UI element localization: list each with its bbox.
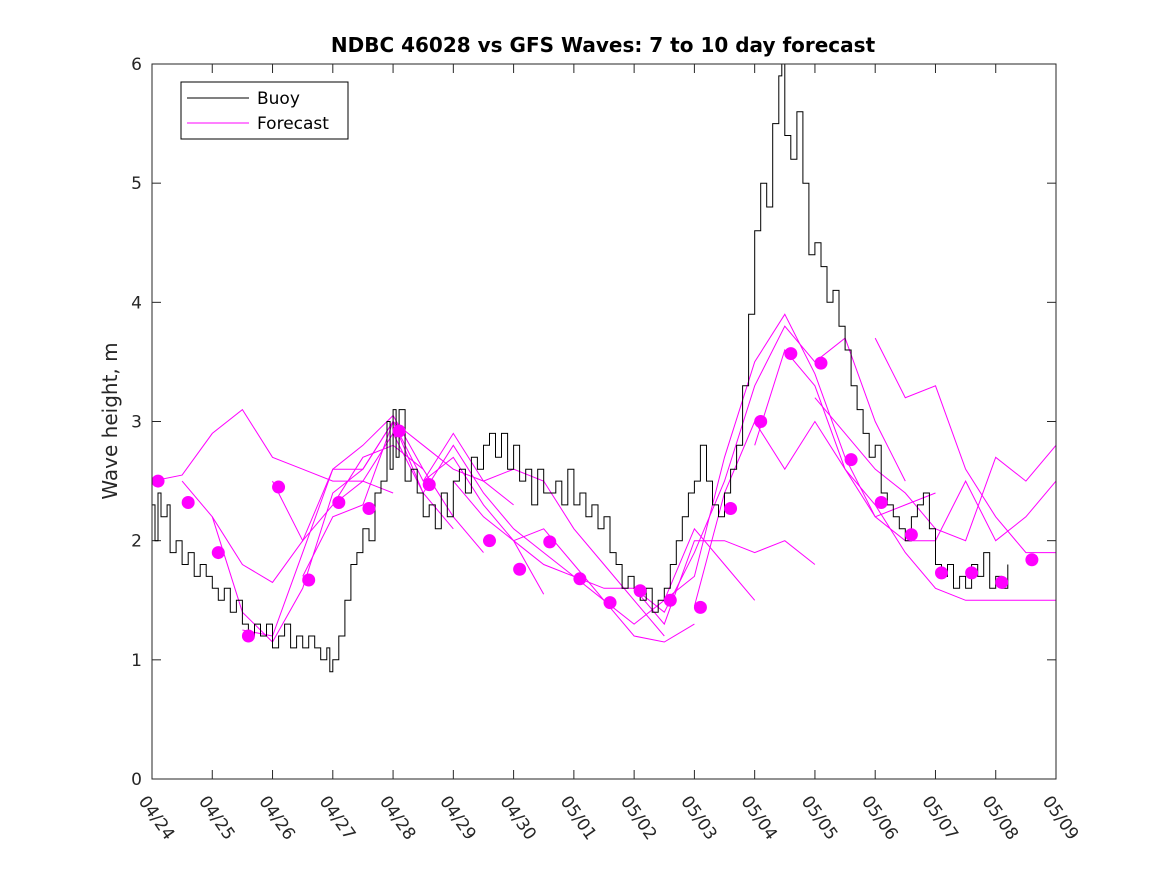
forecast-marker xyxy=(151,474,165,488)
x-tick-label: 04/29 xyxy=(435,792,479,844)
forecast-marker xyxy=(573,572,587,586)
forecast-line-10 xyxy=(513,527,756,625)
forecast-line-17 xyxy=(874,337,1056,554)
forecast-line-9 xyxy=(452,480,695,643)
forecast-marker xyxy=(1025,553,1039,567)
x-tick-label: 05/09 xyxy=(1038,792,1082,844)
forecast-marker xyxy=(934,566,948,580)
x-tick-label: 04/26 xyxy=(254,792,298,844)
forecast-marker xyxy=(754,415,768,428)
forecast-marker xyxy=(513,562,527,576)
x-tick-label: 05/01 xyxy=(556,792,600,844)
y-tick-label: 5 xyxy=(131,174,142,194)
forecast-marker xyxy=(302,573,316,587)
legend: Buoy Forecast xyxy=(180,81,349,140)
forecast-marker xyxy=(784,347,798,361)
x-tick-label: 05/04 xyxy=(737,792,781,844)
buoy-line xyxy=(152,63,1009,673)
x-tick-label: 05/07 xyxy=(917,792,961,844)
y-tick-label: 6 xyxy=(131,55,142,75)
legend-box xyxy=(180,81,349,140)
chart-title: NDBC 46028 vs GFS Waves: 7 to 10 day for… xyxy=(331,33,876,57)
x-tick-label: 05/03 xyxy=(676,792,720,844)
legend-buoy-label: Buoy xyxy=(257,89,300,109)
forecast-marker xyxy=(663,593,677,607)
forecast-marker xyxy=(724,501,738,515)
forecast-marker xyxy=(181,496,195,510)
forecast-line-15 xyxy=(754,348,1056,601)
y-tick-label: 0 xyxy=(131,770,142,790)
forecast-line-4 xyxy=(242,414,484,637)
forecast-marker xyxy=(482,534,496,548)
forecast-marker xyxy=(633,584,647,598)
forecast-marker xyxy=(965,566,979,580)
forecast-line-11 xyxy=(573,540,816,626)
x-tick-label: 05/02 xyxy=(616,792,660,844)
forecast-marker xyxy=(603,596,617,610)
forecast-marker xyxy=(814,356,828,370)
y-tick-label: 1 xyxy=(131,651,142,671)
x-tick-label: 04/27 xyxy=(315,792,359,844)
forecast-marker xyxy=(543,535,557,549)
forecast-marker xyxy=(422,478,436,492)
y-tick-label: 2 xyxy=(131,532,142,552)
x-tick-label: 04/28 xyxy=(375,792,419,844)
y-tick-label: 3 xyxy=(131,413,142,433)
forecast-line-7 xyxy=(332,432,575,577)
forecast-marker xyxy=(874,496,888,510)
legend-forecast-label: Forecast xyxy=(257,114,329,134)
forecast-marker xyxy=(211,546,225,560)
x-tick-label: 04/24 xyxy=(134,792,178,844)
forecast-marker xyxy=(844,453,858,467)
forecast-marker xyxy=(272,480,286,494)
plot-area: 0 1 2 3 4 5 6 04/24 04/25 04/26 04/27 04/28 04/29 04/… xyxy=(131,55,1082,844)
x-tick-label: 04/25 xyxy=(194,792,238,844)
forecast-marker xyxy=(392,424,406,438)
forecast-marker xyxy=(241,629,255,643)
forecast-line-1 xyxy=(151,408,394,494)
y-tick-label: 4 xyxy=(131,293,142,313)
forecast-marker xyxy=(904,528,918,542)
x-tick-label: 05/08 xyxy=(978,792,1022,844)
forecast-line-12 xyxy=(633,325,906,613)
y-axis-label: Wave height, m xyxy=(98,342,122,499)
x-tick-label: 04/30 xyxy=(496,792,540,844)
forecast-marker xyxy=(995,575,1009,589)
forecast-marker xyxy=(693,600,707,614)
forecast-line-13 xyxy=(663,313,936,601)
forecast-marker xyxy=(332,496,346,510)
x-tick-label: 05/06 xyxy=(857,792,901,844)
x-tick-label: 05/05 xyxy=(797,792,841,844)
forecast-marker xyxy=(362,501,376,515)
plot-border xyxy=(151,63,1057,780)
plot-frame xyxy=(151,63,1057,780)
